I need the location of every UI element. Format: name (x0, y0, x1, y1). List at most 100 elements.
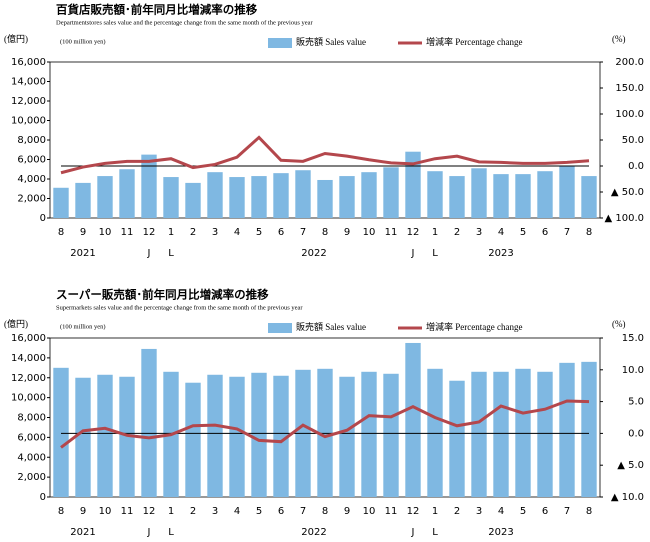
x-tick-label: 3 (212, 227, 218, 238)
y-unit-en: (100 million yen) (60, 38, 106, 45)
bar (229, 376, 245, 497)
line-series (60, 135, 590, 175)
x-tick-label: 2 (190, 506, 196, 517)
x-tick-label: 6 (278, 506, 284, 517)
y-tick-label: 6,000 (17, 155, 46, 166)
bar (295, 170, 311, 218)
y-tick-label: 12,000 (11, 373, 46, 384)
x-tick-label: 12 (407, 227, 420, 238)
chart-title: スーパー販売額･前年同月比増減率の推移 (56, 288, 269, 302)
x-tick-label: 8 (322, 227, 328, 238)
legend-swatch (268, 323, 292, 333)
bar (449, 176, 465, 218)
x-tick-label: 12 (407, 506, 420, 517)
y-tick-label: 14,000 (11, 353, 46, 364)
x-tick-label: 5 (520, 227, 526, 238)
x-tick-label: 9 (80, 506, 86, 517)
x-tick-label: 10 (99, 227, 112, 238)
x-tick-label: 10 (363, 227, 376, 238)
x-tick-label: 1 (168, 227, 174, 238)
x-tick-label: 6 (278, 227, 284, 238)
x-tick-label: 11 (121, 506, 134, 517)
bar (185, 182, 201, 218)
legend-label: 増減率 Percentage change (426, 321, 522, 332)
x-tick-label: 4 (498, 506, 504, 517)
y-unit: (億円) (4, 318, 28, 329)
legend-swatch (268, 38, 292, 48)
bar (119, 169, 135, 218)
bar (493, 174, 509, 218)
bar (97, 176, 113, 218)
bar (273, 173, 289, 218)
x-tick-label: 8 (322, 506, 328, 517)
bar (185, 382, 201, 497)
y-unit-en: (100 million yen) (60, 323, 106, 330)
year-label: 2021 (70, 527, 95, 538)
y2-tick-label: 5.0 (628, 397, 644, 408)
x-tick-label: 10 (363, 506, 376, 517)
y2-unit: (%) (612, 319, 626, 329)
break-mark: L (168, 527, 174, 538)
y-tick-label: 12,000 (11, 96, 46, 107)
bar (361, 371, 377, 497)
x-tick-label: 6 (542, 506, 548, 517)
x-tick-label: 7 (564, 506, 570, 517)
break-mark: L (168, 248, 174, 259)
x-tick-label: 11 (385, 506, 398, 517)
year-label: 2023 (488, 527, 513, 538)
y-tick-label: 2,000 (17, 194, 46, 205)
y-tick-label: 0 (40, 492, 46, 503)
y-tick-label: 16,000 (11, 333, 46, 344)
y2-tick-label: 200.0 (615, 57, 644, 68)
y2-tick-label: 0.0 (628, 428, 644, 439)
year-label: 2022 (301, 527, 326, 538)
bar (75, 377, 91, 497)
y2-unit: (%) (612, 34, 626, 44)
bar (405, 342, 421, 497)
x-tick-label: 8 (58, 506, 64, 517)
break-mark: L (432, 248, 438, 259)
y-tick-label: 14,000 (11, 77, 46, 88)
x-tick-label: 3 (476, 506, 482, 517)
x-tick-label: 1 (432, 506, 438, 517)
x-tick-label: 5 (256, 506, 262, 517)
x-tick-label: 5 (520, 506, 526, 517)
x-tick-label: 8 (586, 227, 592, 238)
year-label: 2023 (488, 248, 513, 259)
bar (559, 362, 575, 497)
x-tick-label: 6 (542, 227, 548, 238)
chart-title: 百貨店販売額･前年同月比増減率の推移 (56, 3, 258, 17)
bar (361, 172, 377, 218)
y-tick-label: 2,000 (17, 472, 46, 483)
bar (537, 371, 553, 497)
x-tick-label: 8 (58, 227, 64, 238)
y-tick-label: 8,000 (17, 135, 46, 146)
bar (581, 361, 597, 497)
x-tick-label: 12 (143, 506, 156, 517)
y2-tick-label: 0.0 (628, 161, 644, 172)
x-tick-label: 12 (143, 227, 156, 238)
y2-tick-label: 150.0 (615, 83, 644, 94)
y-tick-label: 4,000 (17, 452, 46, 463)
y2-tick-label: ▲ 10.0 (611, 492, 644, 503)
x-tick-label: 1 (432, 227, 438, 238)
y-tick-label: 16,000 (11, 57, 46, 68)
break-mark: J (147, 527, 151, 538)
chart-subtitle: Departmentstores sales value and the per… (56, 19, 313, 26)
bar (559, 166, 575, 218)
x-tick-label: 9 (344, 227, 350, 238)
bar (339, 376, 355, 497)
x-tick-label: 7 (564, 227, 570, 238)
y2-tick-label: 15.0 (622, 333, 644, 344)
legend-label: 増減率 Percentage change (426, 36, 522, 47)
bar (471, 168, 487, 218)
y-unit: (億円) (4, 33, 28, 44)
x-tick-label: 7 (300, 227, 306, 238)
x-tick-label: 9 (344, 506, 350, 517)
bar (471, 371, 487, 497)
x-tick-label: 2 (454, 227, 460, 238)
y2-tick-label: 10.0 (622, 365, 644, 376)
bar (515, 174, 531, 218)
year-label: 2021 (70, 248, 95, 259)
y-tick-label: 10,000 (11, 116, 46, 127)
